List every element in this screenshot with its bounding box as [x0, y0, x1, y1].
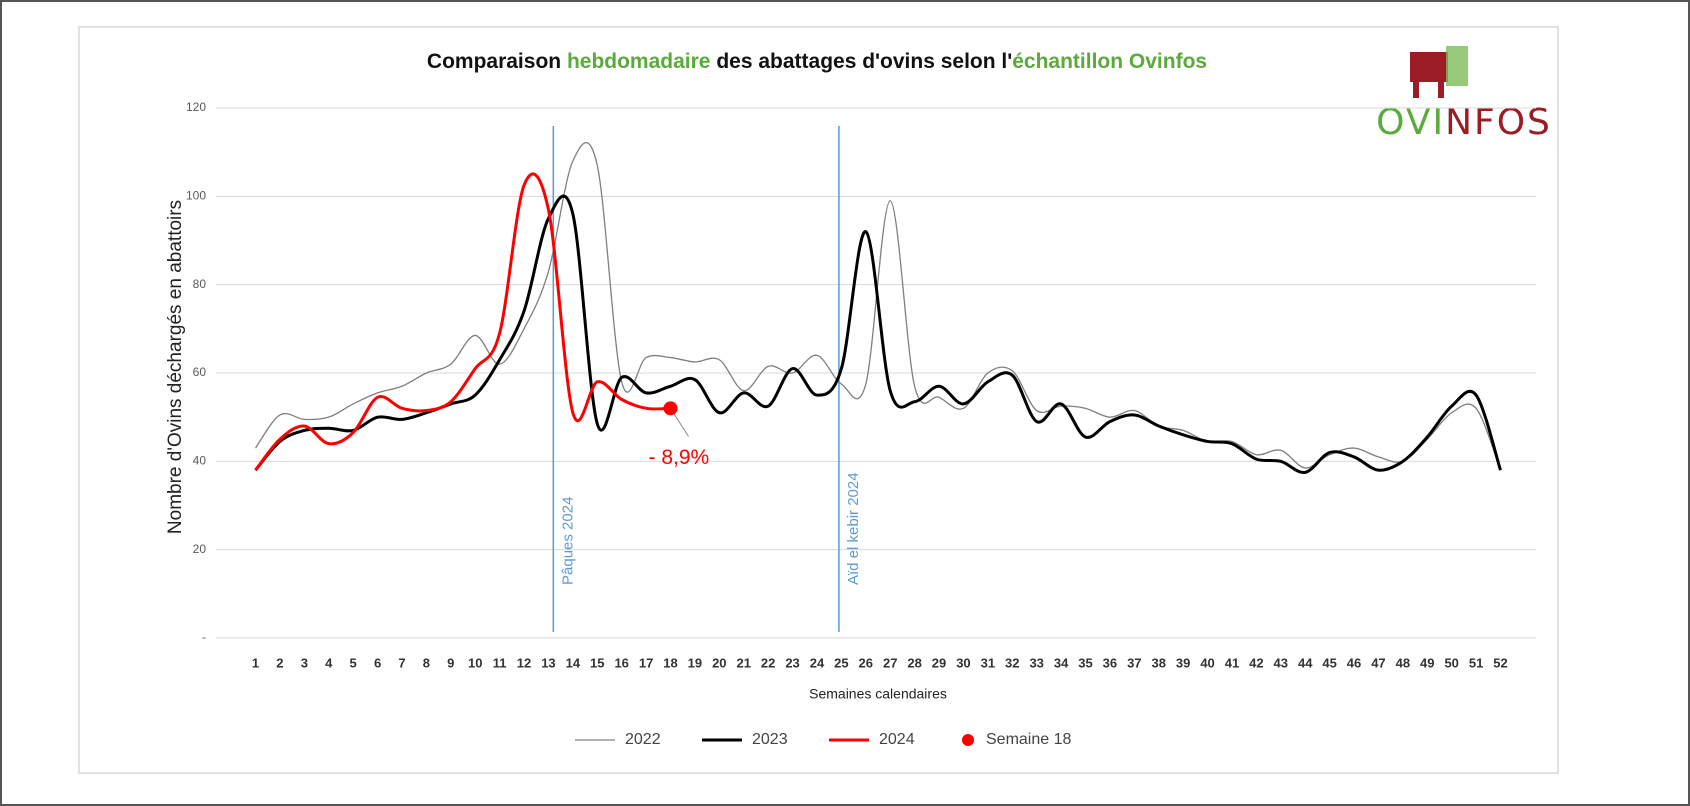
x-tick-label: 50 [1444, 655, 1458, 670]
x-tick-label: 9 [447, 655, 454, 670]
x-tick-label: 16 [614, 655, 628, 670]
legend-swatch [962, 734, 974, 746]
x-tick-label: 2 [276, 655, 283, 670]
x-tick-label: 30 [956, 655, 970, 670]
x-tick-label: 6 [374, 655, 381, 670]
x-tick-label: 24 [810, 655, 825, 670]
x-tick-label: 18 [663, 655, 677, 670]
x-tick-label: 32 [1005, 655, 1019, 670]
x-tick-label: 31 [981, 655, 995, 670]
legend-label: 2024 [879, 731, 915, 748]
series-line [254, 194, 1502, 474]
y-tick-label: 20 [193, 542, 207, 556]
x-tick-label: 35 [1078, 655, 1092, 670]
x-tick-label: 29 [932, 655, 946, 670]
legend-label: 2022 [625, 731, 661, 748]
title-part: Comparaison [427, 50, 567, 73]
x-tick-label: 11 [493, 655, 507, 670]
annotation: - 8,9% [649, 446, 710, 469]
x-tick-label: 47 [1371, 655, 1385, 670]
x-tick-label: 28 [907, 655, 921, 670]
x-tick-label: 26 [859, 655, 873, 670]
x-tick-label: 52 [1493, 655, 1507, 670]
x-tick-label: 21 [737, 655, 751, 670]
x-tick-label: 43 [1274, 655, 1288, 670]
x-tick-label: 37 [1127, 655, 1141, 670]
x-tick-label: 20 [712, 655, 726, 670]
x-tick-label: 1 [252, 655, 259, 670]
x-tick-label: 17 [639, 655, 653, 670]
highlight-point [663, 401, 678, 416]
x-tick-label: 42 [1249, 655, 1263, 670]
x-tick-label: 14 [566, 655, 581, 670]
x-tick-label: 22 [761, 655, 775, 670]
logo-part: OVI [1376, 102, 1445, 143]
x-tick-label: 44 [1298, 655, 1313, 670]
series-line [254, 172, 671, 472]
x-tick-label: 25 [834, 655, 848, 670]
x-tick-label: 41 [1225, 655, 1239, 670]
title-part: des abattages d'ovins selon l' [710, 50, 1012, 73]
logo-text: OVINFOS [1376, 102, 1552, 143]
x-tick-label: 7 [398, 655, 405, 670]
event-label: Aïd el kebir 2024 [845, 472, 862, 585]
y-tick-label: 80 [193, 277, 207, 291]
y-tick-label: 60 [193, 365, 207, 379]
x-tick-label: 39 [1176, 655, 1190, 670]
logo-icon [1410, 46, 1468, 98]
x-tick-label: 36 [1103, 655, 1117, 670]
x-tick-label: 34 [1054, 655, 1069, 670]
y-tick-label: - [202, 630, 206, 644]
x-tick-label: 51 [1469, 655, 1483, 670]
logo-part: NFOS [1445, 102, 1552, 143]
x-tick-label: 8 [423, 655, 430, 670]
title-part: hebdomadaire [567, 50, 711, 73]
x-tick-label: 46 [1347, 655, 1361, 670]
x-tick-label: 5 [350, 655, 357, 670]
y-tick-label: 40 [193, 454, 207, 468]
legend-label: Semaine 18 [986, 731, 1071, 748]
legend-label: 2023 [752, 731, 788, 748]
y-tick-label: 120 [186, 100, 206, 114]
x-tick-label: 49 [1420, 655, 1434, 670]
chart-panel [78, 26, 1559, 774]
x-tick-label: 4 [325, 655, 333, 670]
title-part: échantillon Ovinfos [1012, 50, 1207, 73]
x-tick-label: 38 [1152, 655, 1166, 670]
x-tick-label: 10 [468, 655, 482, 670]
x-tick-label: 12 [517, 655, 531, 670]
x-tick-label: 15 [590, 655, 604, 670]
x-axis-label: Semaines calendaires [809, 686, 947, 702]
y-axis-label: Nombre d'Ovins déchargés en abattoirs [165, 200, 186, 534]
x-tick-label: 27 [883, 655, 897, 670]
y-tick-label: 100 [186, 189, 206, 203]
x-tick-label: 23 [785, 655, 799, 670]
x-tick-label: 13 [541, 655, 555, 670]
series-line [254, 141, 1502, 471]
event-label: Pâques 2024 [559, 497, 576, 585]
x-tick-label: 33 [1029, 655, 1043, 670]
x-tick-label: 40 [1200, 655, 1214, 670]
x-tick-label: 3 [301, 655, 308, 670]
x-tick-label: 45 [1322, 655, 1336, 670]
x-tick-label: 48 [1396, 655, 1410, 670]
chart-title: Comparaison hebdomadaire des abattages d… [427, 50, 1207, 73]
x-tick-label: 19 [688, 655, 702, 670]
